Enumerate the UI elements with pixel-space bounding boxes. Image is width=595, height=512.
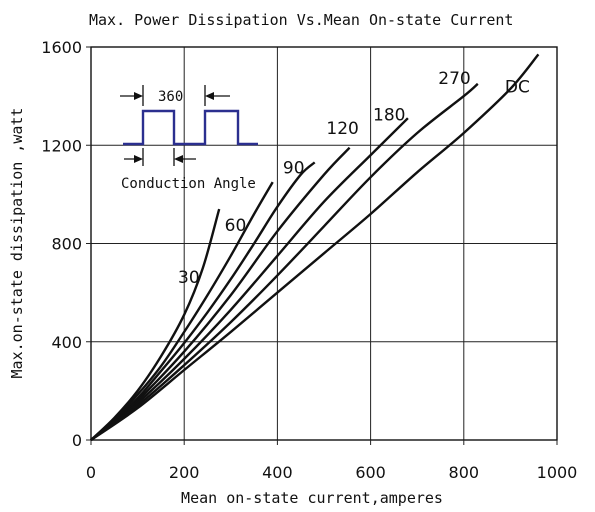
period-arrowhead-left <box>134 92 143 100</box>
series-label-90: 90 <box>283 158 305 178</box>
x-axis-ticks: 0 200 400 600 800 1000 <box>86 440 577 482</box>
series-label-120: 120 <box>326 119 358 139</box>
y-tick-label: 1200 <box>41 136 82 155</box>
y-tick-label: 0 <box>72 431 82 450</box>
series-line-270 <box>90 82 479 441</box>
period-arrowhead-right <box>205 92 214 100</box>
series-line-90 <box>90 161 316 441</box>
x-tick-label: 1000 <box>537 463 578 482</box>
x-axis-label: Mean on-state current,amperes <box>181 489 443 507</box>
series-line-60 <box>90 181 274 441</box>
series-label-30: 30 <box>178 268 200 288</box>
series-label-180: 180 <box>373 106 405 126</box>
x-tick-label: 0 <box>86 463 96 482</box>
angle-arrowhead-right <box>174 155 183 163</box>
series-group: 30 60 90 120 180 270 DC <box>90 53 540 441</box>
x-tick-label: 400 <box>262 463 293 482</box>
y-tick-label: 400 <box>51 333 82 352</box>
series-label-dc: DC <box>505 77 530 97</box>
x-tick-label: 200 <box>169 463 200 482</box>
series-label-270: 270 <box>438 69 470 89</box>
x-tick-label: 800 <box>449 463 480 482</box>
conduction-angle-inset: 360 Conduction Angle <box>120 85 258 192</box>
x-tick-label: 600 <box>355 463 386 482</box>
square-wave <box>123 109 258 146</box>
series-label-60: 60 <box>225 216 247 236</box>
period-label: 360 <box>158 89 183 105</box>
conduction-angle-caption: Conduction Angle <box>121 176 256 192</box>
y-tick-label: 800 <box>51 235 82 254</box>
y-axis-label: Max.on-state dissipation ,watt <box>8 108 26 379</box>
y-axis-ticks: 0 400 800 1200 1600 <box>41 38 91 450</box>
y-tick-label: 1600 <box>41 38 82 57</box>
series-line-dc <box>90 53 540 441</box>
angle-arrowhead-left <box>134 155 143 163</box>
chart-title: Max. Power Dissipation Vs.Mean On-state … <box>89 11 513 29</box>
